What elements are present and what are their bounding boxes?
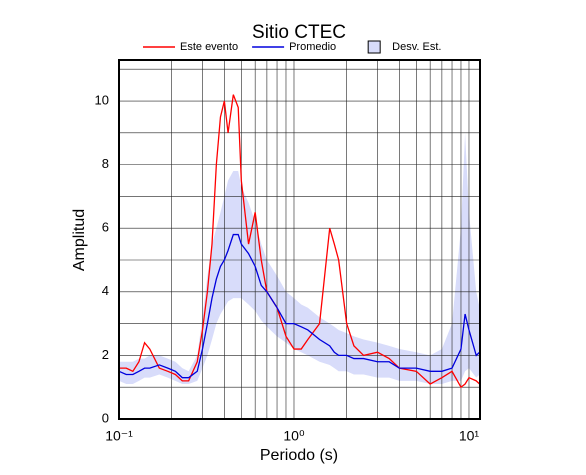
y-tick-label: 4 xyxy=(102,283,109,298)
y-tick-label: 6 xyxy=(102,220,109,235)
legend-label: Desv. Est. xyxy=(392,41,441,53)
y-tick-label: 10 xyxy=(95,92,109,107)
y-axis-label: Amplitud xyxy=(71,209,88,271)
std-band xyxy=(119,132,480,385)
y-tick-label: 0 xyxy=(102,410,109,425)
x-tick-label: 10¹ xyxy=(459,428,480,444)
legend-label: Este evento xyxy=(180,41,238,53)
x-axis-label: Periodo (s) xyxy=(260,447,338,464)
y-tick-label: 2 xyxy=(102,347,109,362)
x-tick-label: 10⁻¹ xyxy=(105,428,133,444)
x-tick-label: 10⁰ xyxy=(283,428,305,444)
series-line xyxy=(118,233,481,379)
series-line xyxy=(119,94,481,389)
legend-swatch xyxy=(367,40,381,54)
chart-title: Sitio CTEC xyxy=(252,22,346,43)
y-tick-label: 8 xyxy=(102,156,109,171)
plot-frame xyxy=(118,59,481,420)
legend-label: Promedio xyxy=(289,41,336,53)
